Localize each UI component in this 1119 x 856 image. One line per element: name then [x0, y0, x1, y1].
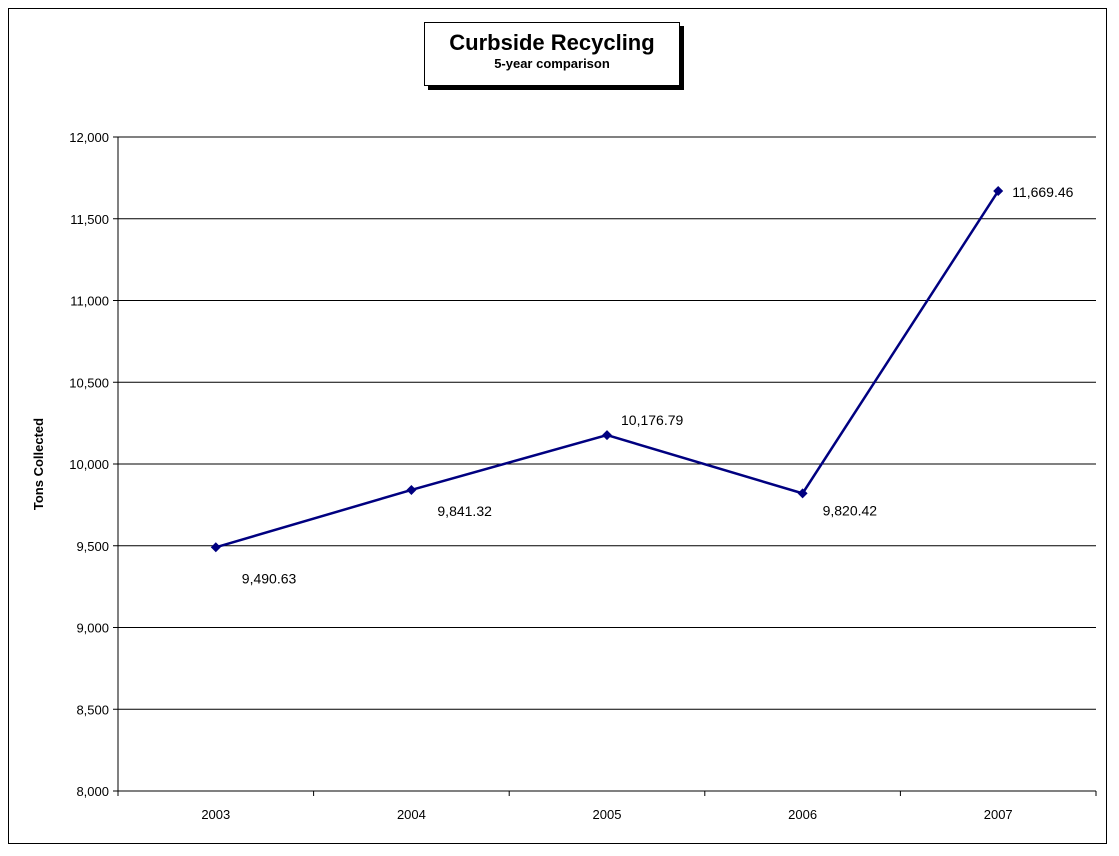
data-point-marker	[797, 488, 808, 499]
data-point-marker	[210, 542, 221, 553]
x-tick-label: 2007	[984, 807, 1013, 822]
y-tick-label: 10,500	[69, 375, 109, 390]
chart-frame	[8, 8, 1107, 844]
chart-title: Curbside Recycling	[449, 30, 655, 55]
data-label: 9,490.63	[242, 570, 297, 586]
y-axis-ticks: 8,000 8,500 9,000 9,500 10,000 10,500 11,000 11…	[69, 130, 118, 799]
data-label: 9,820.42	[823, 502, 878, 518]
y-tick-label: 11,000	[70, 294, 109, 309]
chart-title-box: Curbside Recycling 5-year comparison	[424, 22, 680, 86]
x-tick-label: 2005	[593, 807, 622, 822]
x-tick-label: 2004	[397, 807, 426, 822]
data-point-marker	[602, 430, 612, 441]
series-line	[215, 190, 1000, 549]
y-tick-label: 9,500	[76, 539, 109, 554]
series-group	[210, 186, 1004, 553]
chart-subtitle: 5-year comparison	[494, 56, 610, 71]
data-point-marker	[993, 186, 1004, 197]
data-label: 10,176.79	[621, 412, 683, 428]
x-axis-ticks: 2003 2004 2005 2006 2007	[117, 791, 1097, 822]
data-label: 11,669.46	[1012, 184, 1073, 200]
y-tick-label: 11,500	[70, 212, 109, 227]
gridlines	[118, 136, 1096, 710]
x-tick-label: 2003	[201, 807, 230, 822]
data-labels: 9,490.63 9,841.32 10,176.79 9,820.42 11,669.…	[242, 184, 1074, 586]
x-tick-label: 2006	[788, 807, 817, 822]
y-axis-label: Tons Collected	[31, 418, 46, 510]
y-tick-label: 9,000	[76, 621, 109, 636]
y-tick-label: 8,000	[76, 784, 109, 799]
data-label: 9,841.32	[437, 503, 492, 519]
y-tick-label: 12,000	[69, 130, 109, 145]
y-tick-label: 10,000	[69, 457, 109, 472]
data-point-marker	[406, 484, 417, 495]
y-tick-label: 8,500	[76, 702, 109, 717]
